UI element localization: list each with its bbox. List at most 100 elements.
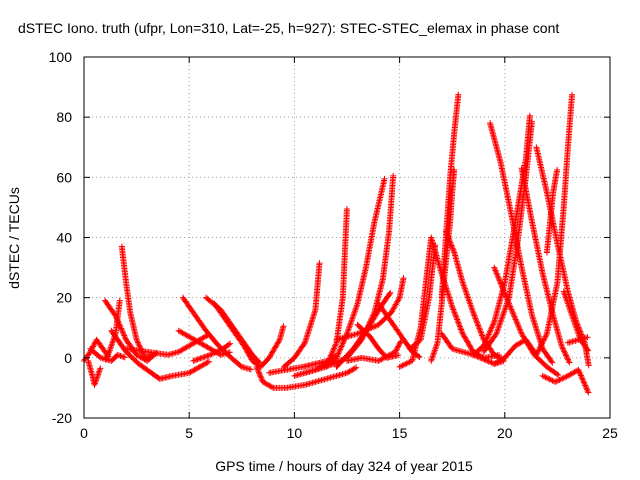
data-series xyxy=(491,264,562,378)
data-point xyxy=(256,370,263,377)
data-point xyxy=(256,372,263,379)
data-point xyxy=(489,322,496,329)
data-point xyxy=(340,339,347,346)
data-point xyxy=(430,351,437,358)
data-point xyxy=(509,309,516,316)
data-point xyxy=(526,112,533,119)
data-point xyxy=(217,347,224,354)
data-point xyxy=(461,284,468,291)
data-point xyxy=(97,365,104,372)
data-point xyxy=(457,325,464,332)
data-point xyxy=(470,311,477,318)
data-point xyxy=(463,290,470,297)
data-point xyxy=(115,318,122,325)
data-point xyxy=(431,348,438,355)
data-point xyxy=(536,344,543,351)
data-point xyxy=(372,322,379,329)
data-point xyxy=(402,361,409,368)
data-point xyxy=(584,388,591,395)
data-point xyxy=(94,374,101,381)
data-point xyxy=(499,284,506,291)
data-point xyxy=(327,352,334,359)
data-point xyxy=(328,351,335,358)
data-point xyxy=(515,323,522,330)
data-point xyxy=(96,353,103,360)
data-point xyxy=(454,316,461,323)
data-point xyxy=(477,354,484,361)
data-point xyxy=(504,296,511,303)
data-point xyxy=(474,321,481,328)
data-point xyxy=(560,374,567,381)
data-point xyxy=(557,376,564,383)
data-point xyxy=(331,360,338,367)
y-tick-label: 60 xyxy=(56,169,72,185)
data-point xyxy=(503,293,510,300)
data-series xyxy=(344,338,405,364)
data-point xyxy=(432,345,439,352)
data-point xyxy=(510,312,517,319)
data-point xyxy=(579,375,586,382)
data-point xyxy=(582,383,589,390)
data-point xyxy=(326,356,333,363)
data-point xyxy=(117,352,124,359)
data-point xyxy=(324,359,331,366)
y-tick-label: 0 xyxy=(64,350,72,366)
data-point xyxy=(301,341,308,348)
data-point xyxy=(450,246,457,253)
data-point xyxy=(562,351,569,358)
data-point xyxy=(446,236,453,243)
data-point xyxy=(538,341,545,348)
data-point xyxy=(585,347,592,354)
data-point xyxy=(518,329,525,336)
data-point xyxy=(483,337,490,344)
data-point xyxy=(387,289,394,296)
data-point xyxy=(581,381,588,388)
data-point xyxy=(335,349,342,356)
data-point xyxy=(433,342,440,349)
data-point xyxy=(331,345,338,352)
data-point xyxy=(445,235,452,242)
data-series xyxy=(322,206,350,370)
data-point xyxy=(453,313,460,320)
data-point xyxy=(396,340,403,347)
data-point xyxy=(381,175,388,182)
data-point xyxy=(512,316,519,323)
data-point xyxy=(561,290,568,297)
data-point xyxy=(416,353,423,360)
x-tick-label: 20 xyxy=(497,425,513,441)
data-point xyxy=(395,343,402,350)
data-series xyxy=(211,300,287,370)
data-point xyxy=(482,338,489,345)
data-point xyxy=(116,321,123,328)
data-point xyxy=(329,348,336,355)
data-point xyxy=(134,339,141,346)
data-point xyxy=(367,325,374,332)
data-point xyxy=(497,318,504,325)
data-point xyxy=(400,275,407,282)
data-point xyxy=(255,367,262,374)
data-point xyxy=(329,360,336,367)
data-point xyxy=(322,363,329,370)
data-series xyxy=(280,260,323,370)
data-point xyxy=(214,348,221,355)
data-point xyxy=(509,307,516,314)
data-point xyxy=(585,362,592,369)
data-point xyxy=(501,290,508,297)
data-point xyxy=(196,355,203,362)
data-point xyxy=(584,334,591,341)
data-point xyxy=(541,373,548,380)
data-point xyxy=(464,293,471,300)
data-point xyxy=(496,323,503,330)
data-point xyxy=(116,352,123,359)
data-point xyxy=(561,348,568,355)
chart-title: dSTEC Iono. truth (ufpr, Lon=310, Lat=-2… xyxy=(18,20,559,36)
data-point xyxy=(257,373,264,380)
data-series xyxy=(108,327,212,382)
data-point xyxy=(584,386,591,393)
data-point xyxy=(105,351,112,358)
data-point xyxy=(562,374,569,381)
data-point xyxy=(576,368,583,375)
data-point xyxy=(114,351,121,358)
data-point xyxy=(555,371,562,378)
data-point xyxy=(368,324,375,331)
